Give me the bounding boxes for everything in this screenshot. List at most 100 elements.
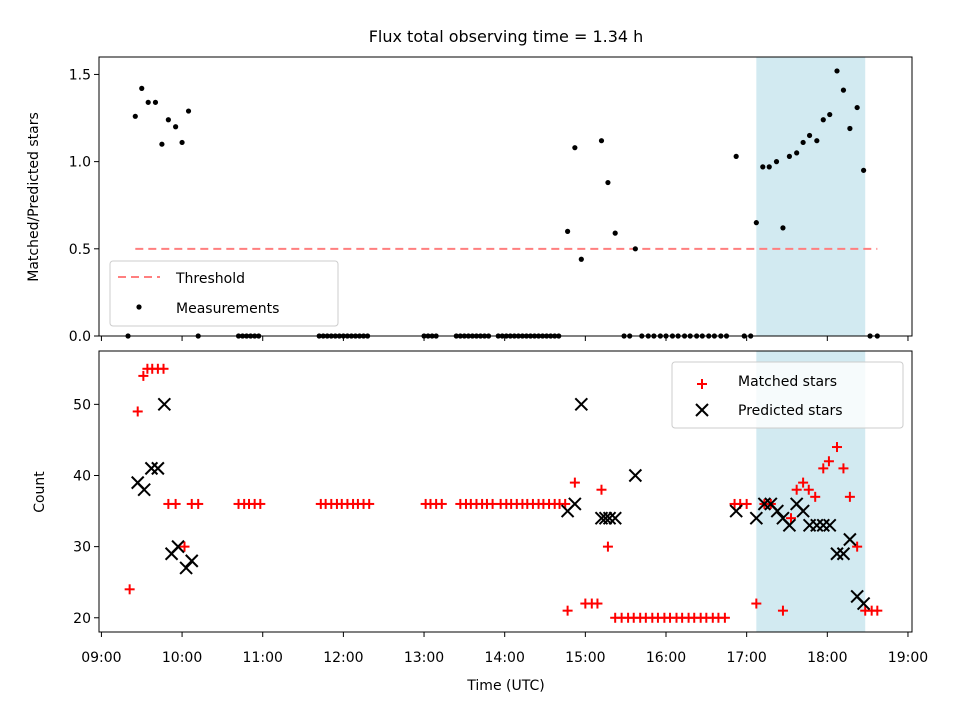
- matched-star-marker: [124, 584, 135, 595]
- chart-title: Flux total observing time = 1.34 h: [369, 27, 644, 46]
- predicted-star-marker: [598, 511, 613, 525]
- bottom-xtick-label: 16:00: [646, 650, 686, 666]
- measurement-point: [159, 141, 165, 147]
- predicted-star-stroke-b: [151, 461, 165, 476]
- predicted-star-marker: [830, 547, 844, 561]
- predicted-star-marker: [782, 518, 797, 532]
- bottom-legend-box: [671, 361, 904, 429]
- top-ytick-label: 0.5: [69, 242, 91, 258]
- predicted-star-stroke-b: [171, 539, 185, 554]
- legend-matched-swatch: [697, 379, 707, 389]
- predicted-star-marker: [185, 554, 199, 568]
- measurement-point: [786, 153, 793, 159]
- bottom-xtick-label: 13:00: [404, 650, 444, 666]
- legend-predicted-swatch: [695, 403, 709, 417]
- predicted-star-stroke-b: [823, 518, 837, 532]
- matched-star-marker: [818, 463, 829, 474]
- legend-measurements-swatch: [136, 304, 142, 310]
- matched-star-marker: [844, 491, 855, 502]
- matched-star-marker: [179, 541, 190, 552]
- legend-measurements-label: Measurements: [176, 301, 279, 317]
- measurement-point: [578, 256, 584, 262]
- predicted-star-marker: [729, 504, 743, 518]
- predicted-star-stroke-b: [602, 511, 617, 525]
- predicted-star-stroke-b: [628, 468, 643, 483]
- top-ytick-label: 0.0: [69, 329, 91, 345]
- predicted-star-marker: [810, 518, 824, 532]
- measurement-point: [820, 117, 826, 123]
- bottom-ytick-label: 20: [73, 611, 91, 627]
- predicted-star-marker: [568, 497, 582, 511]
- matched-star-marker: [193, 498, 204, 509]
- matched-star-marker: [777, 605, 788, 616]
- predicted-star-marker: [628, 468, 643, 483]
- predicted-star-marker: [151, 461, 165, 476]
- predicted-star-marker: [144, 461, 159, 476]
- predicted-star-stroke-b: [757, 497, 772, 511]
- predicted-star-stroke-b: [836, 547, 851, 561]
- legend-matched-label: Matched stars: [738, 374, 837, 390]
- predicted-star-stroke-b: [574, 397, 589, 412]
- measurement-point: [773, 159, 780, 165]
- top-panel: 0.0 0.5 1.0 1.5 Matched/Predicted stars Thr…: [26, 56, 913, 345]
- bottom-xtick-label: 18:00: [807, 650, 847, 666]
- bottom-xticks: 09:00 10:00 11:00 12:00 13:00 14:00 15:00 16:00…: [81, 632, 928, 666]
- matched-star-marker: [831, 442, 842, 453]
- measurement-point: [632, 246, 638, 252]
- legend-predicted-label: Predicted stars: [738, 403, 843, 419]
- predicted-star-stroke-b: [764, 497, 778, 511]
- top-ygrid-ticks: 0.0 0.5 1.0 1.5: [69, 67, 99, 345]
- measurement-point: [827, 111, 833, 118]
- predicted-stars-points: [131, 397, 871, 611]
- predicted-star-marker: [749, 511, 764, 525]
- matched-star-marker: [798, 477, 809, 488]
- bottom-xtick-label: 09:00: [81, 650, 121, 666]
- legend-threshold-label: Threshold: [175, 271, 245, 287]
- bottom-axes-frame: [98, 350, 913, 633]
- matched-star-marker: [255, 498, 266, 509]
- predicted-star-marker: [608, 511, 622, 525]
- bottom-xtick-label: 17:00: [726, 650, 766, 666]
- measurement-point: [760, 164, 766, 170]
- measurement-point: [139, 85, 145, 91]
- predicted-star-stroke-b: [749, 511, 764, 525]
- matched-star-marker: [838, 463, 849, 474]
- predicted-star-marker: [843, 532, 857, 547]
- measurement-point: [165, 117, 171, 123]
- predicted-star-stroke-b: [789, 497, 804, 511]
- measurement-point: [766, 164, 772, 170]
- measurement-point: [179, 139, 185, 146]
- bottom-legend: Matched stars Predicted stars: [671, 361, 904, 429]
- bottom-ytick-label: 50: [73, 397, 91, 413]
- measurement-point: [854, 104, 860, 111]
- bottom-ytick-label: 30: [73, 540, 91, 556]
- predicted-star-stroke-b: [782, 518, 797, 532]
- bottom-panel: 20 30 40 50 09:00 10:00 11:00 12:00 13:00 14:00 1…: [32, 350, 928, 694]
- measurement-point: [847, 125, 853, 132]
- matched-star-marker: [138, 370, 149, 381]
- matched-star-marker: [719, 612, 730, 623]
- predicted-star-stroke-b: [776, 511, 790, 525]
- top-ylabel: Matched/Predicted stars: [26, 112, 42, 282]
- matched-star-marker: [741, 498, 752, 509]
- measurement-point: [598, 138, 605, 144]
- predicted-star-marker: [574, 397, 589, 412]
- predicted-star-marker: [836, 547, 851, 561]
- predicted-star-marker: [157, 397, 172, 412]
- matched-star-marker: [786, 513, 797, 524]
- predicted-star-stroke-b: [850, 589, 864, 604]
- measurement-point: [565, 228, 571, 234]
- bottom-xlabel: Time (UTC): [466, 678, 544, 694]
- matched-star-marker: [803, 484, 814, 495]
- measurement-point: [806, 132, 813, 139]
- bottom-xtick-label: 11:00: [243, 650, 283, 666]
- predicted-star-stroke-b: [830, 547, 844, 561]
- predicted-star-stroke-b: [843, 532, 857, 547]
- matched-star-marker: [592, 598, 603, 609]
- matched-star-marker: [751, 598, 762, 609]
- matched-star-marker: [132, 406, 143, 417]
- predicted-star-marker: [179, 561, 193, 575]
- measurement-point: [840, 87, 847, 93]
- bottom-ytick-label: 40: [73, 468, 91, 484]
